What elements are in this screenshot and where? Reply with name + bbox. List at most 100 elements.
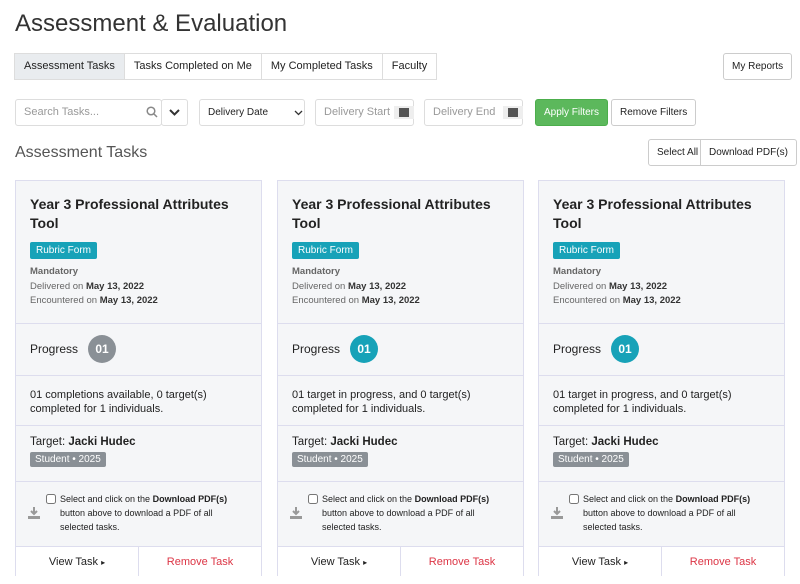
search-placeholder: Search Tasks... <box>24 106 99 118</box>
tab-bar: Assessment Tasks Tasks Completed on Me My … <box>14 53 438 80</box>
search-icon <box>146 106 158 118</box>
task-card: Year 3 Professional Attributes Tool Rubri… <box>15 180 262 576</box>
mandatory-label: Mandatory <box>553 266 602 277</box>
delivered-date: May 13, 2022 <box>608 280 668 292</box>
start-date-input[interactable]: Delivery Start <box>315 99 414 126</box>
section-title: Assessment Tasks <box>15 144 148 161</box>
tab[interactable]: Faculty <box>381 53 438 80</box>
calendar-icon <box>394 106 414 119</box>
progress-row: Progress 01 <box>278 322 523 375</box>
select-all-button[interactable]: Select All <box>648 139 708 166</box>
target-row: Target: Jacki Hudec Student • 2025 <box>16 424 261 481</box>
remove-task-link[interactable]: Remove Task <box>400 546 523 576</box>
search-input[interactable]: Search Tasks... <box>15 99 162 126</box>
select-text: button above to download a PDF of all se… <box>60 507 213 532</box>
select-text: Select and click on the <box>60 493 151 504</box>
card-title: Year 3 Professional Attributes Tool <box>30 196 229 231</box>
target-name: Jacki Hudec <box>330 435 398 448</box>
download-pdfs-button[interactable]: Download PDF(s) <box>700 139 797 166</box>
search-dropdown[interactable] <box>161 99 188 126</box>
remove-filters-button[interactable]: Remove Filters <box>611 99 697 126</box>
progress-circle: 01 <box>350 335 379 363</box>
target-tag: Student • 2025 <box>30 451 106 467</box>
download-icon <box>551 506 563 519</box>
select-text: Select and click on the <box>322 493 413 504</box>
tab[interactable]: Tasks Completed on Me <box>123 53 262 80</box>
delivered-label: Delivered on <box>30 280 84 292</box>
caret-icon: ▸ <box>363 557 368 567</box>
form-badge: Rubric Form <box>553 242 621 259</box>
remove-task-link[interactable]: Remove Task <box>138 546 261 576</box>
chevron-icon <box>294 110 303 116</box>
card-footer: View Task ▸ Remove Task <box>539 545 784 576</box>
end-date-input[interactable]: Delivery End <box>424 99 523 126</box>
caret-icon: ▸ <box>624 557 629 567</box>
chevron-icon <box>169 109 180 116</box>
my-reports-button[interactable]: My Reports <box>723 53 793 80</box>
delivered-date: May 13, 2022 <box>85 280 145 292</box>
select-text: button above to download a PDF of all se… <box>322 507 475 532</box>
target-row: Target: Jacki Hudec Student • 2025 <box>539 424 784 481</box>
select-checkbox[interactable] <box>308 493 318 504</box>
delivered-label: Delivered on <box>292 280 346 292</box>
select-row: Select and click on the Download PDF(s) … <box>16 480 261 546</box>
task-card: Year 3 Professional Attributes Tool Rubri… <box>538 180 785 576</box>
select-text-bold: Download PDF(s) <box>675 493 751 504</box>
card-title: Year 3 Professional Attributes Tool <box>553 196 752 231</box>
caret-icon: ▸ <box>101 557 106 567</box>
target-label: Target: <box>30 435 66 448</box>
tab[interactable]: Assessment Tasks <box>14 53 125 80</box>
encountered-label: Encountered on <box>292 295 360 306</box>
card-meta: Mandatory Delivered on May 13, 2022 Encoun… <box>539 259 784 309</box>
mandatory-label: Mandatory <box>292 266 341 277</box>
tab[interactable]: My Completed Tasks <box>260 53 383 80</box>
progress-description: 01 target in progress, and 0 target(s) c… <box>539 374 784 425</box>
view-task-link[interactable]: View Task ▸ <box>16 547 138 576</box>
date-select-label: Delivery Date <box>208 107 269 118</box>
delivered-line: Delivered on May 13, 2022 <box>30 280 247 295</box>
select-text: Select and click on the <box>583 493 674 504</box>
view-task-link[interactable]: View Task ▸ <box>539 547 661 576</box>
remove-task-link[interactable]: Remove Task <box>661 546 784 576</box>
target-name: Jacki Hudec <box>68 435 136 448</box>
mandatory-label: Mandatory <box>30 266 79 277</box>
encountered-label: Encountered on <box>553 295 621 306</box>
delivered-label: Delivered on <box>553 280 607 292</box>
select-row: Select and click on the Download PDF(s) … <box>539 480 784 546</box>
select-checkbox[interactable] <box>569 493 579 504</box>
download-icon <box>290 506 302 519</box>
progress-label: Progress <box>553 342 602 356</box>
end-placeholder: Delivery End <box>433 106 496 118</box>
progress-row: Progress 01 <box>539 322 784 375</box>
encountered-date: May 13, 2022 <box>622 295 681 306</box>
select-text: button above to download a PDF of all se… <box>583 507 736 532</box>
progress-description: 01 completions available, 0 target(s) co… <box>16 374 261 425</box>
encountered-line: Encountered on May 13, 2022 <box>30 294 247 309</box>
encountered-line: Encountered on May 13, 2022 <box>553 294 770 309</box>
progress-label: Progress <box>292 342 341 356</box>
card-meta: Mandatory Delivered on May 13, 2022 Encoun… <box>16 259 261 309</box>
progress-description: 01 target in progress, and 0 target(s) c… <box>278 374 523 425</box>
card-footer: View Task ▸ Remove Task <box>16 545 261 576</box>
form-badge: Rubric Form <box>30 242 98 259</box>
date-select[interactable]: Delivery Date <box>199 99 305 126</box>
target-tag: Student • 2025 <box>553 451 629 467</box>
encountered-date: May 13, 2022 <box>361 295 420 306</box>
task-card: Year 3 Professional Attributes Tool Rubri… <box>277 180 524 576</box>
delivered-line: Delivered on May 13, 2022 <box>292 280 509 295</box>
progress-row: Progress 01 <box>16 322 261 375</box>
view-task-link[interactable]: View Task ▸ <box>278 547 400 576</box>
select-text-bold: Download PDF(s) <box>152 493 228 504</box>
target-label: Target: <box>292 435 328 448</box>
apply-filters-button[interactable]: Apply Filters <box>535 99 609 126</box>
encountered-line: Encountered on May 13, 2022 <box>292 294 509 309</box>
download-icon <box>28 506 40 519</box>
select-checkbox[interactable] <box>46 493 56 504</box>
view-task-text: View Task <box>48 555 99 568</box>
start-placeholder: Delivery Start <box>324 106 391 118</box>
view-task-text: View Task <box>310 555 361 568</box>
encountered-date: May 13, 2022 <box>99 295 158 306</box>
calendar-icon <box>503 106 523 119</box>
